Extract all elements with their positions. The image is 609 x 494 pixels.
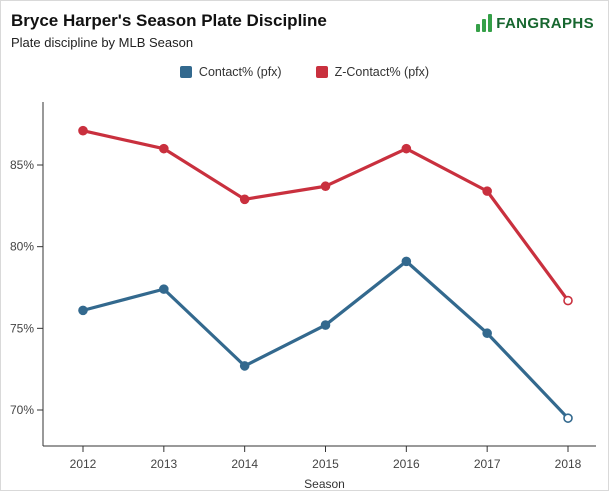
chart-legend: Contact% (pfx) Z-Contact% (pfx) — [1, 64, 608, 80]
fangraphs-bars-icon — [476, 14, 493, 32]
data-point[interactable] — [482, 186, 492, 196]
x-tick-label: 2018 — [555, 457, 582, 471]
legend-item-contact[interactable]: Contact% (pfx) — [179, 65, 282, 79]
page-subtitle: Plate discipline by MLB Season — [11, 35, 194, 50]
data-point[interactable] — [159, 143, 169, 154]
data-point[interactable] — [320, 181, 331, 192]
x-tick-label: 2014 — [231, 457, 258, 471]
y-tick-label: 80% — [10, 240, 34, 254]
x-tick-label: 2017 — [474, 457, 501, 471]
series-line-0 — [81, 259, 570, 420]
x-tick-label: 2012 — [70, 457, 97, 471]
data-point[interactable] — [563, 295, 573, 306]
page-title: Bryce Harper's Season Plate Discipline — [11, 11, 327, 30]
data-point[interactable] — [563, 413, 573, 423]
data-point[interactable] — [159, 284, 169, 294]
legend-swatch-contact — [179, 66, 192, 78]
x-tick-label: 2016 — [393, 457, 420, 471]
data-point[interactable] — [320, 320, 331, 330]
fangraphs-logo-text: FANGRAPHS — [496, 14, 594, 32]
y-tick-label: 75% — [10, 321, 34, 335]
data-point[interactable] — [482, 328, 492, 339]
series-line-1 — [81, 129, 570, 303]
data-point[interactable] — [78, 125, 88, 136]
chart-svg: 70% 75% 80% 85% 2012 2013 2014 2015 2016 2017 2018… — [10, 102, 596, 491]
fangraphs-logo: FANGRAPHS — [476, 14, 594, 32]
legend-item-z-contact[interactable]: Z-Contact% (pfx) — [315, 65, 430, 79]
legend-label-contact: Contact% (pfx) — [198, 65, 282, 79]
y-tick-label: 70% — [10, 403, 34, 417]
data-point[interactable] — [401, 256, 412, 267]
legend-label-z-contact: Z-Contact% (pfx) — [334, 65, 430, 79]
x-tick-label: 2015 — [312, 457, 339, 471]
data-point[interactable] — [239, 361, 250, 371]
title-block: Bryce Harper's Season Plate Discipline P… — [11, 10, 327, 51]
data-point[interactable] — [78, 305, 88, 316]
x-axis-title: Season — [304, 477, 345, 491]
x-tick-label: 2013 — [150, 457, 177, 471]
data-point[interactable] — [401, 143, 412, 154]
data-point[interactable] — [239, 194, 250, 205]
y-tick-label: 85% — [10, 158, 34, 172]
chart-header: Bryce Harper's Season Plate Discipline P… — [1, 1, 608, 51]
legend-swatch-z-contact — [315, 66, 328, 78]
